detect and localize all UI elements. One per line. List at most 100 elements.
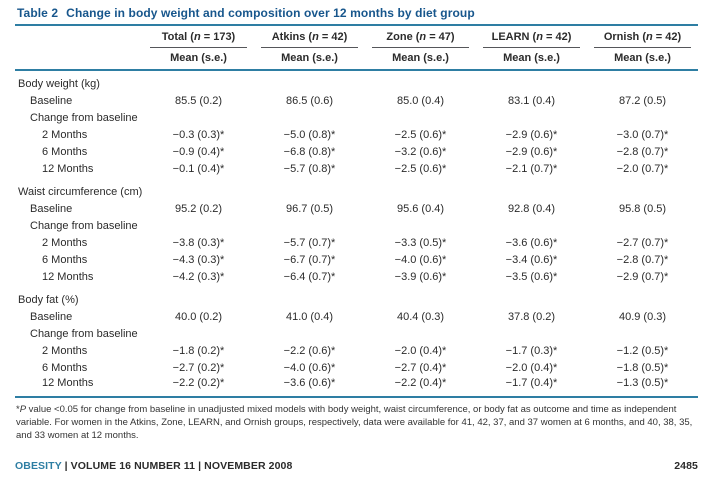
cell-value: −1.7 (0.4)* [476,377,587,398]
cell-value [254,110,365,127]
cell-value: 85.0 (0.4) [396,95,445,107]
cell-value: 95.6 (0.4) [396,203,445,215]
cell-value: −2.5 (0.6)* [394,163,447,175]
cell-value [587,178,698,201]
subheader-cell: Mean (s.e.) [365,48,476,71]
table-row: 2 Months −1.8 (0.2)* −2.2 (0.6)* −2.0 (0.4)… [15,343,698,360]
row-label: 6 Months [42,254,88,266]
cell-value: −2.5 (0.6)* [394,129,447,141]
table-row: Waist circumference (cm) [15,178,698,201]
table-row: Baseline 95.2 (0.2) 96.7 (0.5) 95.6 (0.4) 92… [15,201,698,218]
table-row: Change from baseline [15,218,698,235]
corner-cell [15,26,143,48]
row-label: 2 Months [42,129,88,141]
cell-value: −1.8 (0.2)* [172,345,225,357]
row-label: Change from baseline [30,220,138,232]
cell-value: −0.9 (0.4)* [172,146,225,158]
page: Table 2 Change in body weight and composi… [15,5,698,441]
cell-value [143,218,254,235]
table-row: 2 Months −3.8 (0.3)* −5.7 (0.7)* −3.3 (0.5)… [15,235,698,252]
footer-left: OBESITY | VOLUME 16 NUMBER 11 | NOVEMBER… [15,460,292,472]
cell-value [476,218,587,235]
cell-value [365,70,476,93]
cell-value [143,326,254,343]
data-table: Total (n = 173) Atkins (n = 42) Zone (n = … [15,26,698,398]
cell-value: 40.4 (0.3) [396,311,445,323]
cell-value: −3.5 (0.6)* [505,271,558,283]
cell-value: −0.3 (0.3)* [172,129,225,141]
table-row: Body fat (%) [15,286,698,309]
table-title: Table 2 Change in body weight and composi… [15,5,698,26]
cell-value: −6.8 (0.8)* [283,146,336,158]
row-label: Waist circumference (cm) [18,186,143,198]
row-label: 2 Months [42,345,88,357]
cell-value: 83.1 (0.4) [507,95,556,107]
row-label: Body fat (%) [18,294,79,306]
cell-value [476,178,587,201]
cell-value: 40.0 (0.2) [174,311,223,323]
cell-value [143,178,254,201]
cell-value: −2.7 (0.7)* [616,237,669,249]
cell-value: −2.2 (0.4)* [365,377,476,398]
table-body: Body weight (kg) Baseline 85.5 (0.2) 86.5 (… [15,70,698,398]
footnote-marker: * [16,404,20,415]
row-label: Baseline [30,203,73,215]
cell-value [254,286,365,309]
cell-value [476,326,587,343]
table-row: 12 Months −4.2 (0.3)* −6.4 (0.7)* −3.9 (0.6… [15,269,698,286]
row-label: Body weight (kg) [18,78,100,90]
cell-value [587,286,698,309]
cell-value [587,70,698,93]
cell-value [254,70,365,93]
row-label: Change from baseline [30,112,138,124]
cell-value: 87.2 (0.5) [618,95,667,107]
cell-value [476,110,587,127]
cell-value: −2.9 (0.7)* [616,271,669,283]
table-row: 12 Months −0.1 (0.4)* −5.7 (0.8)* −2.5 (0.6… [15,161,698,178]
group-header: Atkins (n = 42) [254,26,365,48]
row-label: 6 Months [42,146,88,158]
table-row: Baseline 85.5 (0.2) 86.5 (0.6) 85.0 (0.4) 83… [15,93,698,110]
cell-value: −3.6 (0.6)* [505,237,558,249]
cell-value: −0.1 (0.4)* [172,163,225,175]
cell-value: −3.4 (0.6)* [505,254,558,266]
cell-value [143,286,254,309]
cell-value [365,110,476,127]
cell-value: 95.8 (0.5) [618,203,667,215]
cell-value: −1.8 (0.5)* [616,362,669,374]
cell-value: −5.7 (0.7)* [283,237,336,249]
cell-value: 95.2 (0.2) [174,203,223,215]
subheader-cell: Mean (s.e.) [254,48,365,71]
page-number: 2485 [674,460,698,472]
table-row: 2 Months −0.3 (0.3)* −5.0 (0.8)* −2.5 (0.6)… [15,127,698,144]
cell-value: −1.2 (0.5)* [616,345,669,357]
table-row: 12 Months −2.2 (0.2)* −3.6 (0.6)* −2.2 (0.4… [15,377,698,398]
footer-issue-info: | VOLUME 16 NUMBER 11 | NOVEMBER 2008 [61,460,293,472]
cell-value [254,326,365,343]
row-label: 12 Months [42,271,94,283]
table-row: Baseline 40.0 (0.2) 41.0 (0.4) 40.4 (0.3) 37… [15,309,698,326]
cell-value [254,178,365,201]
subheader-row: Mean (s.e.) Mean (s.e.) Mean (s.e.) Mean (s… [15,48,698,71]
table-title-text: Change in body weight and composition ov… [66,6,475,20]
cell-value [476,286,587,309]
cell-value: −5.7 (0.8)* [283,163,336,175]
table-head: Total (n = 173) Atkins (n = 42) Zone (n = … [15,26,698,71]
cell-value: 92.8 (0.4) [507,203,556,215]
cell-value: −6.4 (0.7)* [283,271,336,283]
cell-value: −6.7 (0.7)* [283,254,336,266]
group-header: Zone (n = 47) [365,26,476,48]
cell-value [143,110,254,127]
group-header: Ornish (n = 42) [587,26,698,48]
cell-value: −4.0 (0.6)* [283,362,336,374]
table-number: Table 2 [17,6,59,20]
row-label: 2 Months [42,237,88,249]
cell-value [365,178,476,201]
cell-value: −2.0 (0.4)* [394,345,447,357]
cell-value: −2.2 (0.2)* [143,377,254,398]
cell-value: −3.8 (0.3)* [172,237,225,249]
group-header: LEARN (n = 42) [476,26,587,48]
corner-cell-2 [15,48,143,71]
cell-value: 85.5 (0.2) [174,95,223,107]
cell-value: −5.0 (0.8)* [283,129,336,141]
